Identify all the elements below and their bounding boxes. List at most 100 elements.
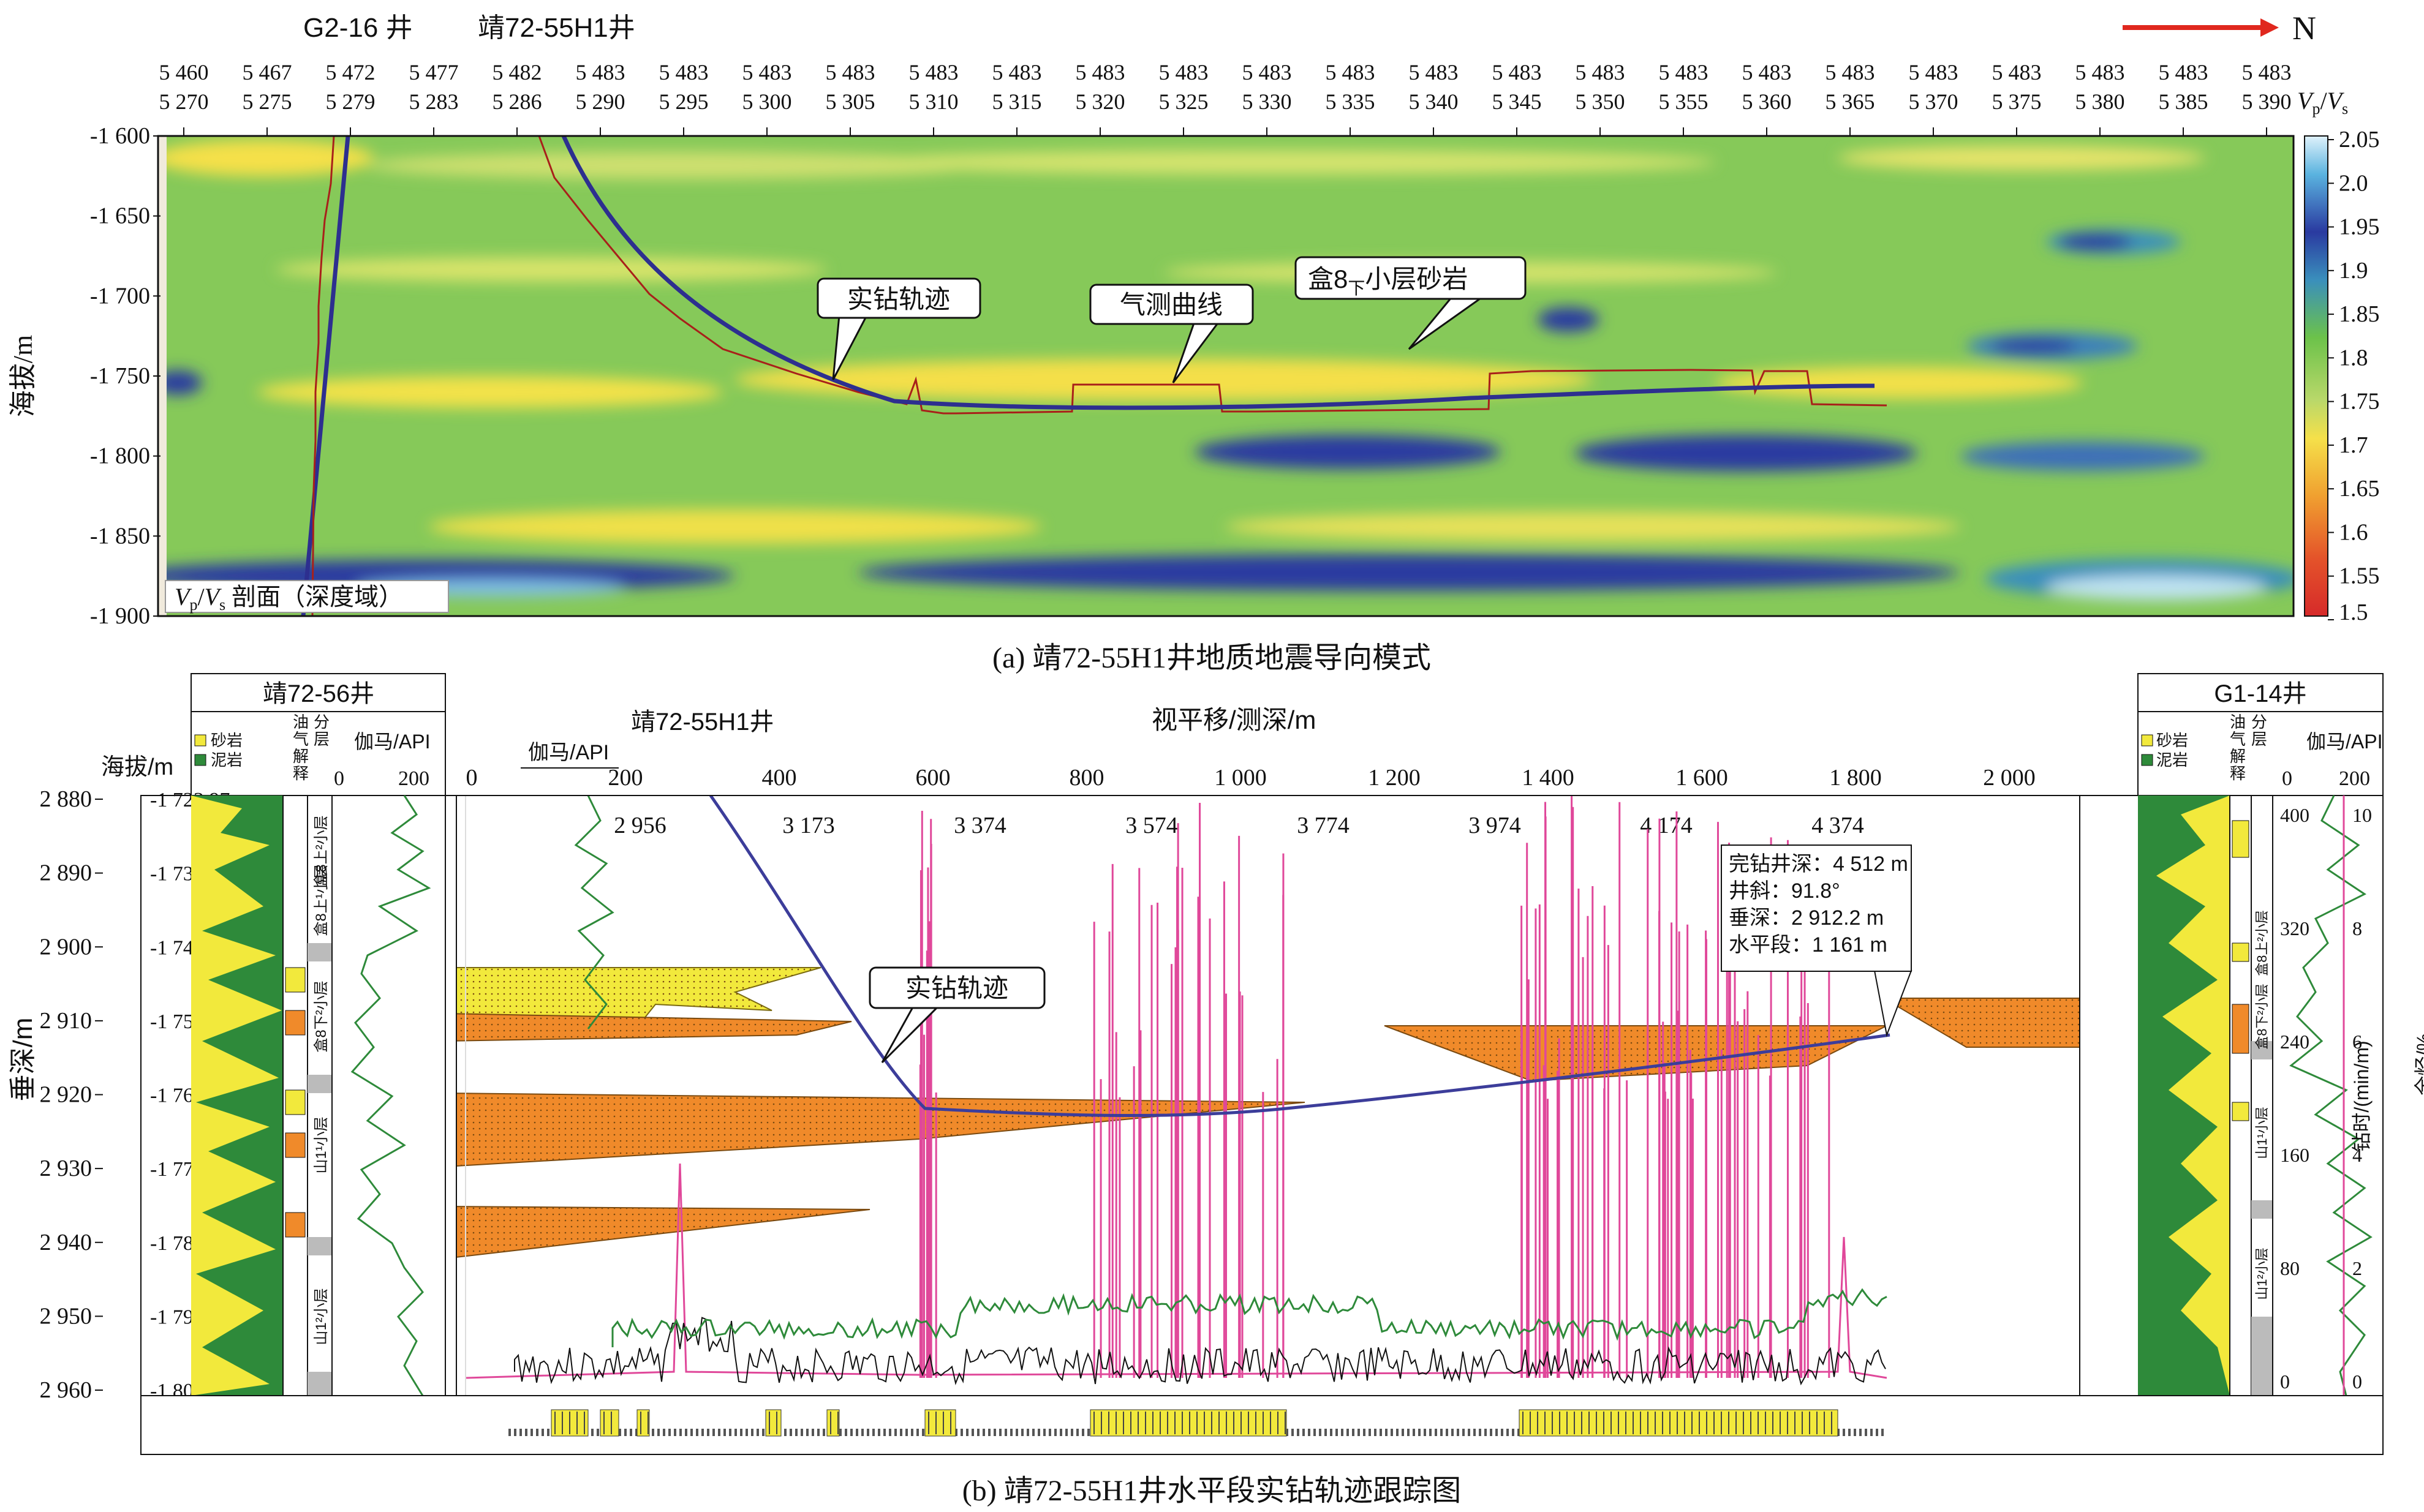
lith-tick [1391, 1429, 1393, 1436]
gas-tick: 10 [2352, 804, 2372, 826]
drill-time-tick: 160 [2280, 1144, 2309, 1166]
lith-tick [1440, 1429, 1443, 1436]
lith-tick [1859, 1429, 1862, 1436]
svg-text:油: 油 [293, 713, 309, 731]
lith-tick [1484, 1429, 1487, 1436]
left-well-log: 盒8上²小层 盒8上¹小层 盒8下²小层 山1¹小层 山1²小层 [191, 795, 446, 1396]
drill-time-tick: 0 [2280, 1371, 2290, 1393]
depth-tick: 2 920 [40, 1082, 93, 1108]
svg-text:0: 0 [2282, 767, 2292, 790]
lith-tick [1473, 1429, 1476, 1436]
lith-tick [916, 1429, 919, 1436]
lith-tick [1363, 1429, 1365, 1436]
lith-tick [1424, 1429, 1426, 1436]
lith-tick [817, 1429, 820, 1436]
lith-tick [1870, 1429, 1873, 1436]
colorbar-tick: 1.6 [2339, 519, 2368, 545]
lith-tick [1881, 1429, 1884, 1436]
lith-tick [1005, 1429, 1007, 1436]
lith-tick [872, 1429, 875, 1436]
md-tick: 3 774 [1297, 813, 1350, 838]
lith-tick [1065, 1429, 1068, 1436]
lith-tick [966, 1429, 968, 1436]
lith-tick [867, 1429, 869, 1436]
lith-tick [668, 1429, 671, 1436]
x-tick-top: 5 483 [1076, 60, 1125, 85]
lith-tick [1512, 1429, 1514, 1436]
depth-axis-label: 垂深/m [8, 1018, 38, 1102]
lith-tick [1027, 1429, 1029, 1436]
colorbar-tick: 1.85 [2339, 301, 2380, 327]
y-axis-label-a: 海拔/m [8, 335, 38, 417]
x-tick-labels-top: 5 460 5 270 5 467 5 275 5 472 5 279 5 477 5 283… [159, 60, 2292, 136]
lith-tick [1429, 1429, 1432, 1436]
svg-text:层: 层 [2251, 730, 2267, 748]
depth-tick: 2 890 [40, 860, 93, 886]
svg-text:砂岩: 砂岩 [2156, 731, 2188, 750]
lith-tick [1071, 1429, 1073, 1436]
main-gamma-label: 伽马/API [528, 741, 609, 764]
lith-tick [718, 1429, 720, 1436]
lith-tick [525, 1429, 527, 1436]
lith-sand [765, 1409, 782, 1437]
vpvs-section [158, 136, 2294, 616]
lith-tick [530, 1429, 533, 1436]
lith-tick [922, 1429, 924, 1436]
x-tick-top: 5 483 [909, 60, 959, 85]
elev-axis-label: 海拔/m [101, 754, 173, 780]
callout-gas-curve: 气测曲线 [1089, 284, 1254, 383]
x-tick-b: 1 200 [1368, 765, 1421, 791]
lith-tick [1060, 1429, 1062, 1436]
svg-text:完钻井深：4 512 m: 完钻井深：4 512 m [1729, 852, 1908, 876]
lith-tick [856, 1429, 858, 1436]
svg-text:山1²小层: 山1²小层 [2254, 1247, 2270, 1300]
lith-tick [1319, 1429, 1321, 1436]
lith-tick [547, 1429, 549, 1436]
md-tick: 3 374 [954, 813, 1006, 838]
colorbar-tick: 2.0 [2339, 170, 2368, 196]
x-tick-bottom: 5 375 [1992, 89, 2042, 114]
lith-tick [1308, 1429, 1310, 1436]
x-tick-top: 5 483 [992, 60, 1042, 85]
lith-tick [801, 1429, 803, 1436]
lith-tick [1043, 1429, 1046, 1436]
x-tick-b: 0 [466, 765, 478, 791]
x-tick-top: 5 472 [326, 60, 376, 85]
lith-tick [762, 1429, 765, 1436]
x-tick-bottom: 5 335 [1326, 89, 1375, 114]
x-tick-bottom: 5 310 [909, 89, 959, 114]
panel-b: 靖72-56井 砂岩 泥岩 油 气 解 释 分 层 伽马/API 0 200 G… [8, 673, 2424, 1507]
x-tick-top: 5 483 [1492, 60, 1542, 85]
lith-tick [1286, 1429, 1288, 1436]
lith-tick [1451, 1429, 1454, 1436]
lith-tick [1324, 1429, 1327, 1436]
x-tick-bottom: 5 380 [2075, 89, 2125, 114]
lith-tick [845, 1429, 847, 1436]
lith-tick [1313, 1429, 1316, 1436]
lith-tick [652, 1429, 654, 1436]
svg-text:200: 200 [2339, 767, 2370, 790]
x-tick-bottom: 5 300 [742, 89, 792, 114]
svg-text:解: 解 [2230, 747, 2246, 765]
gas-curve [538, 136, 1887, 415]
lith-tick [1490, 1429, 1492, 1436]
svg-text:盒8下²小层: 盒8下²小层 [2254, 984, 2270, 1050]
x-tick-bottom: 5 370 [1909, 89, 1958, 114]
lith-tick [1330, 1429, 1332, 1436]
lith-tick [839, 1429, 842, 1436]
lith-tick [597, 1429, 599, 1436]
trajectory-line [561, 136, 1875, 410]
gas-baseline [465, 1163, 1887, 1379]
lith-tick [894, 1429, 897, 1436]
lith-tick [784, 1429, 787, 1436]
well-label-g2-16: G2-16 井 [303, 13, 413, 43]
lith-tick [519, 1429, 522, 1436]
x-tick-top: 5 483 [576, 60, 625, 85]
lith-tick [746, 1429, 748, 1436]
lith-tick [1837, 1429, 1840, 1436]
svg-text:盒8上¹小层: 盒8上¹小层 [313, 864, 330, 936]
x-tick-top: 5 467 [243, 60, 292, 85]
lith-tick [812, 1429, 814, 1436]
svg-text:砂岩: 砂岩 [211, 731, 243, 750]
